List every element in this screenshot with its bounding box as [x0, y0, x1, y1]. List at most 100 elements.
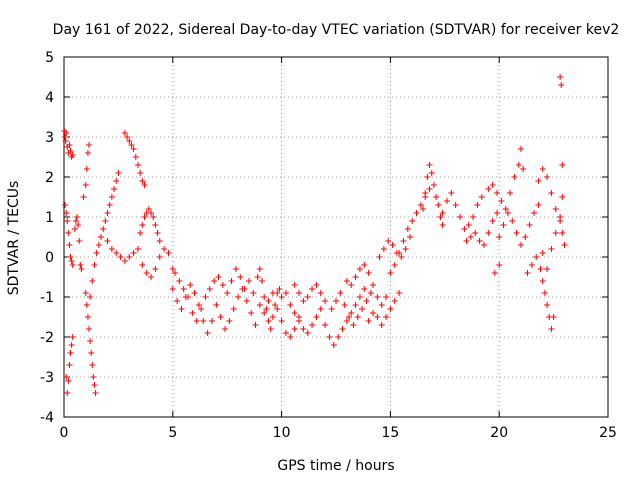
data-point: [448, 190, 455, 196]
data-point: [400, 238, 407, 244]
y-tick-label: 0: [45, 250, 54, 266]
data-point: [313, 314, 320, 320]
x-tick-label: 20: [490, 425, 508, 441]
data-point: [232, 266, 239, 272]
data-point: [365, 270, 372, 276]
data-point: [374, 294, 381, 300]
data-point: [75, 222, 82, 228]
data-point: [134, 246, 141, 252]
data-point: [87, 294, 94, 300]
data-point: [104, 238, 111, 244]
data-point: [143, 270, 150, 276]
data-point: [226, 318, 233, 324]
data-point: [467, 234, 474, 240]
data-point: [204, 330, 211, 336]
data-point: [165, 250, 172, 256]
data-point: [83, 166, 90, 172]
data-point: [387, 270, 394, 276]
data-point: [539, 166, 546, 172]
data-point: [291, 282, 298, 288]
data-point: [507, 190, 514, 196]
data-point: [80, 194, 87, 200]
data-point: [317, 306, 324, 312]
data-point: [552, 230, 559, 236]
y-tick-label: 5: [45, 50, 54, 66]
data-point: [513, 230, 520, 236]
data-point: [461, 226, 468, 232]
data-point: [300, 326, 307, 332]
data-point: [89, 362, 96, 368]
data-point: [86, 326, 93, 332]
y-tick-label: -2: [40, 330, 54, 346]
data-point: [68, 258, 75, 264]
data-point: [134, 162, 141, 168]
data-point: [276, 286, 283, 292]
y-axis-label: SDTVAR / TECUs: [6, 181, 22, 296]
data-point: [387, 306, 394, 312]
data-point: [113, 250, 120, 256]
data-point: [343, 318, 350, 324]
data-point: [465, 222, 472, 228]
data-point: [263, 306, 270, 312]
data-point: [241, 286, 248, 292]
data-point: [439, 210, 446, 216]
data-point: [84, 150, 91, 156]
data-point: [304, 294, 311, 300]
data-point: [161, 246, 168, 252]
data-point: [65, 378, 72, 384]
data-point: [404, 226, 411, 232]
data-point: [124, 134, 131, 140]
data-point: [494, 190, 501, 196]
data-point: [413, 210, 420, 216]
data-point: [139, 262, 146, 268]
data-point: [437, 214, 444, 220]
data-point: [68, 342, 75, 348]
data-point: [524, 270, 531, 276]
data-point: [287, 302, 294, 308]
data-point: [367, 290, 374, 296]
data-point: [152, 266, 159, 272]
data-point: [550, 314, 557, 320]
data-point: [137, 230, 144, 236]
data-point: [191, 290, 198, 296]
data-point: [489, 182, 496, 188]
data-point: [537, 266, 544, 272]
data-point: [108, 246, 115, 252]
data-point: [261, 294, 268, 300]
data-point: [87, 338, 94, 344]
data-point: [533, 254, 540, 260]
data-point: [452, 202, 459, 208]
data-point: [108, 194, 115, 200]
data-point: [88, 350, 95, 356]
data-point: [485, 230, 492, 236]
data-point: [63, 210, 70, 216]
data-point: [502, 206, 509, 212]
data-point: [359, 306, 366, 312]
x-tick-label: 25: [599, 425, 617, 441]
data-point: [256, 266, 263, 272]
data-point: [274, 306, 281, 312]
data-point: [352, 302, 359, 308]
data-point: [237, 274, 244, 280]
data-point: [350, 322, 357, 328]
data-point: [272, 302, 279, 308]
data-point: [202, 294, 209, 300]
data-point: [548, 326, 555, 332]
data-point: [76, 238, 83, 244]
data-point: [526, 222, 533, 228]
data-point: [470, 214, 477, 220]
data-point: [369, 310, 376, 316]
data-point: [248, 310, 255, 316]
data-point: [496, 234, 503, 240]
data-point: [472, 230, 479, 236]
data-point: [126, 254, 133, 260]
data-point: [485, 186, 492, 192]
data-point: [78, 266, 85, 272]
data-point: [356, 266, 363, 272]
data-point: [117, 254, 124, 260]
data-point: [559, 230, 566, 236]
data-point: [341, 302, 348, 308]
data-point: [291, 310, 298, 316]
data-point: [322, 322, 329, 328]
